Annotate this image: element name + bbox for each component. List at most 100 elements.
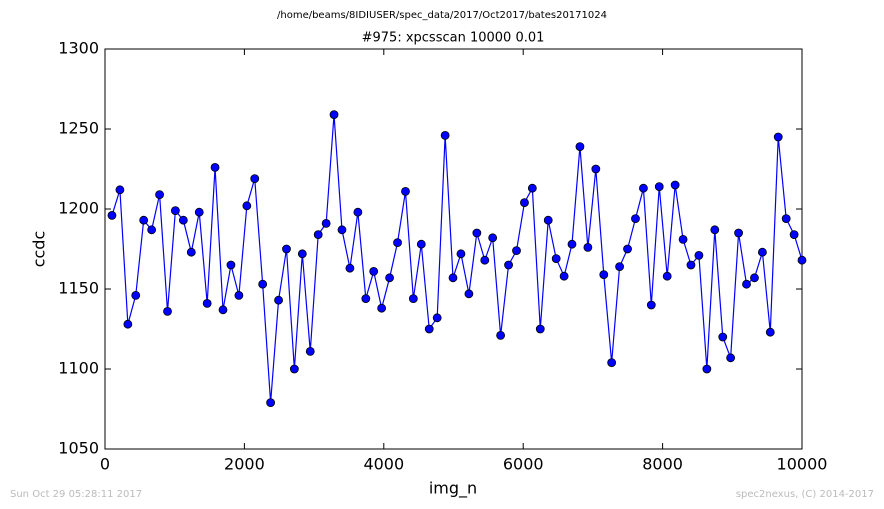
data-point [226,260,236,270]
data-point [321,218,331,228]
data-point [274,295,283,305]
data-point [369,266,379,276]
data-point [408,294,418,304]
suptitle: /home/beams/8IDIUSER/spec_data/2017/Oct2… [277,10,607,21]
data-point [353,207,363,217]
y-axis-label: ccdc [30,231,49,268]
x-tick-label: 4000 [363,455,404,474]
data-point [615,262,624,272]
x-tick-label: 0 [100,455,110,474]
data-point [591,164,601,174]
data-point [155,190,164,200]
y-tick-label: 1100 [58,359,99,378]
y-tick-label: 1250 [58,119,99,138]
data-point [258,279,268,289]
data-point [393,238,402,248]
data-point [131,290,141,300]
data-point [170,206,180,216]
data-point [607,358,617,368]
data-point [710,225,720,235]
data-point [242,201,252,211]
data-point [432,313,442,323]
data-point [750,273,759,283]
data-point [646,300,656,310]
data-point [416,239,426,249]
data-point [289,364,299,374]
data-point [765,327,775,337]
data-point [123,319,133,329]
data-point [670,180,680,190]
data-point [686,260,696,270]
data-point [139,215,149,225]
data-point [464,289,474,299]
x-axis-label: img_n [429,479,477,499]
data-point [773,132,783,142]
data-point [424,324,434,334]
x-tick-label: 2000 [224,455,265,474]
data-point [313,230,323,240]
data-point [266,398,276,408]
data-point [178,215,188,225]
data-point [742,279,751,289]
data-point [448,273,458,283]
data-point [385,273,394,283]
data-point [551,254,561,264]
x-tick-label: 6000 [503,455,544,474]
data-point [758,247,767,257]
data-point [599,270,609,280]
data-point [282,244,291,254]
credit: spec2nexus, (C) 2014-2017 [736,489,874,500]
data-point [797,255,807,265]
data-point [147,225,157,235]
data-point [337,225,347,235]
x-tick-label: 8000 [642,455,683,474]
data-point [520,198,529,208]
x-tick-label: 10000 [777,455,828,474]
data-point [202,298,212,308]
data-point [559,271,569,281]
data-point [567,239,577,249]
data-point [234,290,244,300]
data-point [250,174,260,184]
data-point [662,271,672,281]
y-tick-label: 1150 [58,279,99,298]
y-tick-label: 1300 [58,39,99,58]
data-point [488,233,498,243]
data-point [115,185,125,195]
y-tick-label: 1050 [58,439,99,458]
data-point [678,234,688,244]
data-point [527,183,537,193]
data-point [472,228,482,238]
data-point [305,346,315,356]
data-point [297,249,307,259]
data-point [718,332,728,342]
data-point [345,263,355,273]
data-point [535,324,545,334]
data-point [496,330,506,340]
data-point [456,249,466,259]
data-point [512,246,521,256]
data-point [163,306,172,316]
data-point [694,250,704,260]
data-point [329,110,339,119]
data-point [575,142,585,152]
data-point [377,303,387,313]
data-point [734,228,743,238]
y-tick-label: 1200 [58,199,99,218]
data-point [789,230,799,240]
data-point [623,244,632,254]
data-point [480,255,490,265]
data-point [504,260,513,270]
data-line [111,114,803,403]
data-point [654,182,664,192]
data-point [726,353,736,363]
timestamp: Sun Oct 29 05:28:11 2017 [10,489,142,500]
data-point [440,130,450,140]
chart-title: #975: xpcsscan 10000 0.01 [362,31,545,46]
data-point [361,294,371,304]
data-point [543,215,553,225]
data-point [186,247,196,257]
data-point [210,162,220,172]
data-point [702,364,712,374]
